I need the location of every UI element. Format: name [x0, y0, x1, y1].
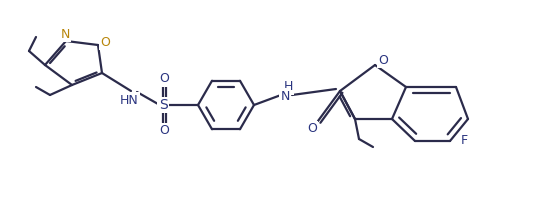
Text: H: H	[284, 81, 293, 94]
Text: O: O	[307, 122, 317, 135]
Text: N: N	[280, 89, 289, 102]
Text: F: F	[460, 134, 467, 147]
Text: N: N	[60, 27, 70, 40]
Text: O: O	[100, 36, 110, 49]
Text: O: O	[159, 125, 169, 138]
Text: HN: HN	[120, 94, 139, 106]
Text: S: S	[158, 98, 168, 112]
Text: O: O	[159, 72, 169, 85]
Text: O: O	[378, 53, 388, 66]
